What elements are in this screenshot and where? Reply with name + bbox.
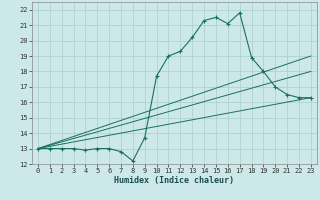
X-axis label: Humidex (Indice chaleur): Humidex (Indice chaleur)	[115, 176, 234, 185]
